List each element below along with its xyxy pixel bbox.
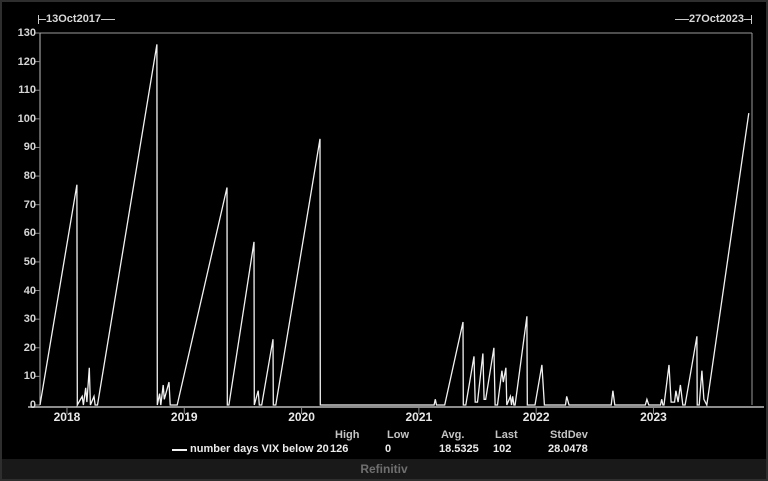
y-tick-label: 120 xyxy=(17,55,36,68)
range-end-dash-icon xyxy=(674,18,689,20)
range-start-dash-icon xyxy=(39,18,46,20)
range-end-trailing-dash-icon xyxy=(744,18,751,20)
range-start-date: 13Oct2017 xyxy=(46,13,102,25)
stat-value-last: 102 xyxy=(493,443,512,455)
x-tick-label: 2021 xyxy=(405,410,433,424)
y-tick-label: 0 xyxy=(29,399,36,411)
range-start-label: 13Oct2017 xyxy=(38,13,116,25)
x-tick-label: 2018 xyxy=(53,410,81,424)
y-tick-label: 130 xyxy=(17,27,36,39)
range-start-trailing-dash-icon xyxy=(101,18,116,20)
y-tick-label: 40 xyxy=(23,284,36,297)
y-tick-label: 20 xyxy=(23,341,36,354)
footer-strip: Refinitiv xyxy=(2,459,766,479)
stat-value-avg: 18.5325 xyxy=(439,443,479,455)
stat-header-high: High xyxy=(335,429,360,441)
x-tick-label: 2023 xyxy=(640,410,667,424)
stat-value-stddev: 28.0478 xyxy=(548,443,588,455)
legend-series-label[interactable]: number days VIX below 20 xyxy=(190,443,329,455)
legend-line-sample-icon xyxy=(172,449,187,451)
range-start-tick-icon xyxy=(38,14,39,24)
y-tick-label: 30 xyxy=(23,313,36,326)
y-tick-label: 10 xyxy=(23,370,36,383)
y-tick-label: 50 xyxy=(23,255,36,268)
stat-header-last: Last xyxy=(495,429,518,441)
x-tick-label: 2020 xyxy=(288,410,315,424)
stat-header-stddev: StdDev xyxy=(550,429,588,441)
stat-header-avg: Avg. xyxy=(441,429,465,441)
range-end-date: 27Oct2023 xyxy=(688,13,744,25)
range-end-tick-icon xyxy=(751,14,752,24)
series-line-number-days-VIX-below-20[interactable] xyxy=(39,44,750,408)
y-tick-label: 100 xyxy=(17,112,36,125)
y-tick-label: 90 xyxy=(23,141,36,154)
y-tick-label: 60 xyxy=(23,227,36,240)
y-tick-label: 80 xyxy=(23,170,36,183)
x-tick-label: 2022 xyxy=(522,410,550,424)
stat-value-low: 0 xyxy=(385,443,392,455)
y-tick-label: 110 xyxy=(18,84,36,97)
stat-header-low: Low xyxy=(387,429,409,441)
y-tick-label: 70 xyxy=(23,198,36,211)
stat-value-high: 126 xyxy=(330,443,349,455)
range-end-label: 27Oct2023 xyxy=(674,13,752,25)
x-tick-label: 2019 xyxy=(170,410,198,424)
brand-watermark: Refinitiv xyxy=(360,462,408,476)
